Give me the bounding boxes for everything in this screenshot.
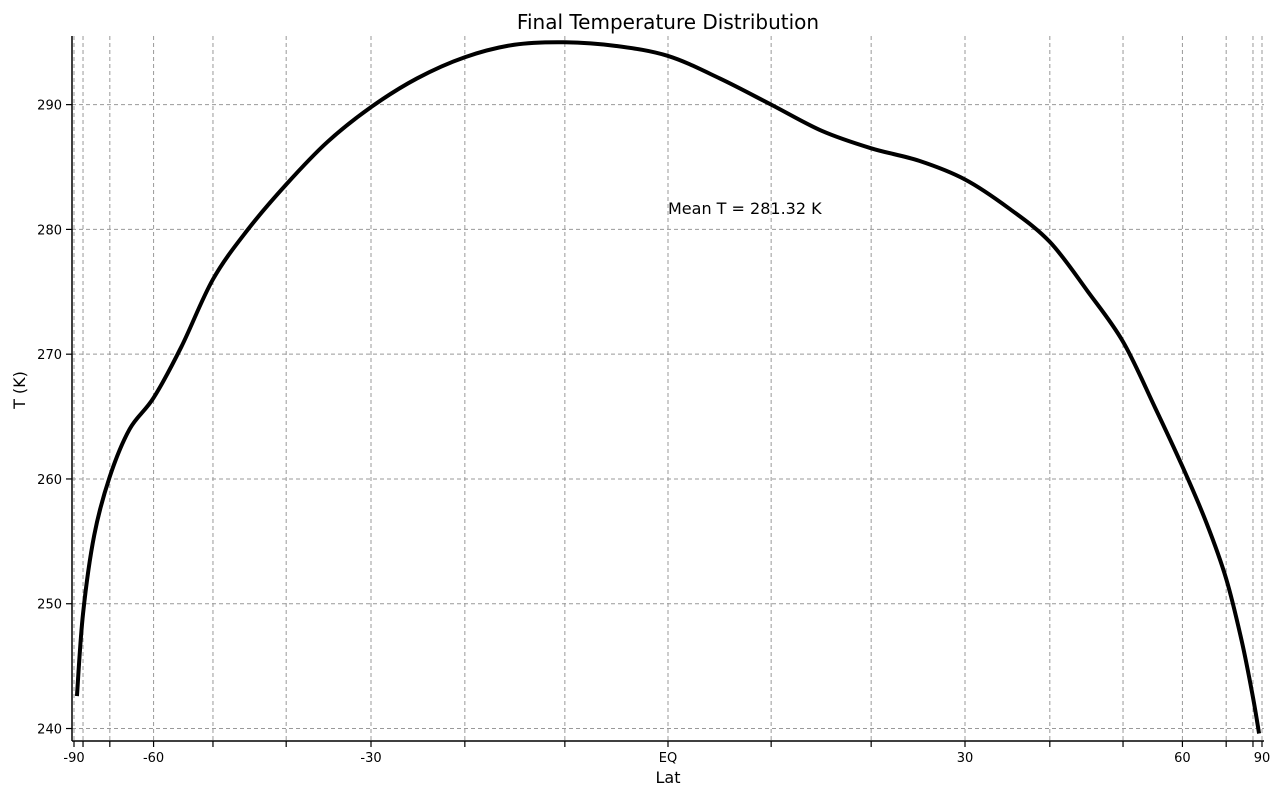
y-axis-label: T (K) (10, 371, 29, 410)
y-tick-label: 260 (37, 473, 62, 488)
y-tick-label: 250 (37, 598, 62, 613)
grid-lines (72, 36, 1264, 741)
series-layer (74, 40, 1262, 734)
y-axis-ticks: 240 250 260 270 280 290 (37, 99, 72, 738)
temperature-line (74, 40, 1262, 734)
x-tick-label: EQ (659, 751, 677, 766)
x-axis-ticks: -90 -60 -30 EQ 30 60 90 (63, 741, 1270, 766)
x-tick-label: 90 (1254, 751, 1271, 766)
chart-title: Final Temperature Distribution (517, 10, 819, 34)
mean-temperature-annotation: Mean T = 281.32 K (668, 199, 822, 218)
x-tick-label: -60 (143, 751, 164, 766)
y-tick-label: 270 (37, 348, 62, 363)
x-tick-label: -30 (360, 751, 381, 766)
x-tick-label: 60 (1174, 751, 1191, 766)
x-axis-label: Lat (656, 768, 681, 787)
y-tick-label: 240 (37, 723, 62, 738)
y-tick-label: 290 (37, 99, 62, 114)
y-tick-label: 280 (37, 223, 62, 238)
x-tick-label: 30 (957, 751, 974, 766)
x-tick-label: -90 (63, 751, 84, 766)
